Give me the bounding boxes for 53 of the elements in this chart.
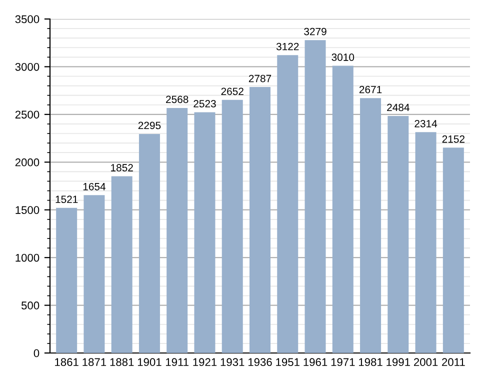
y-tick-label: 2500 (15, 110, 40, 119)
x-tick-label: 2011 (442, 358, 465, 366)
x-tick-label: 1881 (110, 358, 134, 366)
y-tick-label: 3000 (15, 62, 40, 71)
x-tick-label: 1921 (193, 358, 217, 366)
bar (388, 116, 409, 353)
data-label: 3279 (304, 28, 326, 36)
data-label: 2787 (248, 74, 272, 82)
data-label: 2295 (138, 122, 161, 130)
bar (138, 134, 160, 353)
data-label: 2314 (414, 120, 438, 128)
data-label: 1521 (56, 196, 78, 204)
bar (250, 87, 270, 353)
y-tick-label: 2000 (15, 158, 40, 166)
data-label: 2671 (359, 86, 382, 94)
x-tick-label: 1931 (220, 358, 244, 366)
data-label: 2484 (387, 104, 410, 112)
bar (56, 208, 78, 353)
y-tick-label: 1500 (16, 206, 40, 214)
data-label: 2523 (194, 100, 216, 108)
bar (442, 148, 464, 353)
data-label: 1654 (83, 182, 106, 190)
data-label: 3010 (332, 54, 354, 61)
x-tick-label: 2001 (414, 358, 438, 366)
x-tick-label: 1936 (248, 358, 272, 366)
x-tick-label: 1901 (138, 358, 162, 366)
x-tick-label: 1981 (359, 358, 382, 366)
bar (111, 176, 132, 353)
x-tick-label: 1971 (331, 358, 355, 366)
y-tick-label: 3500 (15, 15, 40, 24)
data-label: 2568 (166, 96, 188, 104)
y-tick-label: 0 (34, 349, 40, 358)
data-label: 1852 (111, 164, 133, 172)
x-tick-label: 1861 (55, 358, 78, 366)
bar (222, 100, 243, 353)
bar (277, 55, 298, 353)
bar (304, 40, 326, 353)
y-tick-label: 1000 (16, 254, 40, 262)
bar (84, 195, 105, 353)
data-label: 2652 (221, 88, 244, 96)
bar (194, 112, 216, 353)
x-tick-label: 1991 (386, 358, 410, 366)
data-label: 3122 (276, 42, 299, 50)
y-tick-label: 500 (21, 302, 40, 310)
x-tick-label: 1911 (166, 358, 189, 366)
x-tick-label: 1951 (276, 358, 300, 366)
bar (332, 66, 354, 353)
x-tick-label: 1961 (304, 358, 328, 366)
x-tick-label: 1871 (82, 358, 106, 366)
data-label: 2152 (442, 135, 464, 143)
bar (360, 98, 382, 353)
bar (166, 108, 188, 353)
bar (415, 132, 436, 353)
